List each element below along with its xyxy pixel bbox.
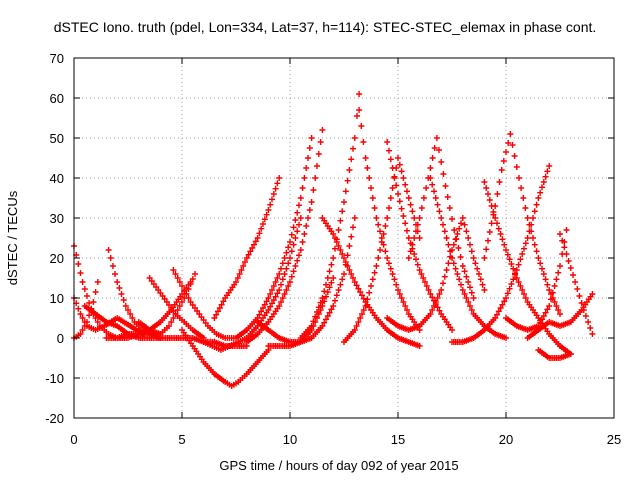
data-series-15 [243,127,326,345]
plus-markers [481,131,563,317]
x-tick-label: 5 [178,432,185,447]
plus-markers [233,135,315,341]
plus-markers [535,347,574,361]
data-series-17 [254,215,358,345]
data-series-8 [135,271,198,337]
plus-markers [297,91,363,341]
data-series-31 [524,291,596,341]
x-axis-title: GPS time / hours of day 092 of year 2015 [219,458,458,473]
data-series-24 [427,175,509,341]
plus-markers [254,215,358,345]
plus-markers [449,163,553,345]
y-tick-label: -20 [45,411,64,426]
grid-lines [74,58,614,418]
x-tick-label: 20 [499,432,513,447]
data-series-32 [535,347,574,361]
plus-markers [356,107,423,333]
data-series-9 [170,267,237,341]
plus-markers [524,291,596,341]
data-series [71,91,596,389]
y-tick-label: 70 [50,51,64,66]
plus-markers [384,139,455,333]
x-tick-label: 15 [391,432,405,447]
plus-markers [179,327,272,389]
plus-markers [427,175,509,341]
data-series-30 [557,231,596,337]
x-tick-labels: 0 5 10 15 20 25 [70,432,621,447]
y-tick-label: 60 [50,91,64,106]
plus-markers [503,227,570,333]
plus-markers [319,215,423,349]
data-series-12 [200,215,304,353]
plus-markers [135,271,198,337]
data-series-23 [405,135,477,301]
data-series-26 [449,163,553,345]
plus-markers [384,215,488,333]
y-tick-label: 10 [50,291,64,306]
data-series-18 [319,215,423,349]
plus-markers [243,127,326,345]
data-series-11 [179,327,272,389]
x-tick-label: 10 [283,432,297,447]
data-series-19 [297,91,363,341]
data-series-13 [211,175,283,321]
data-series-27 [481,131,563,317]
plus-markers [405,135,477,301]
plot-frame [73,57,615,419]
data-series-22 [384,139,455,333]
x-tick-label: 25 [607,432,621,447]
plus-markers [200,215,304,353]
data-series-20 [356,107,423,333]
y-tick-label: 20 [50,251,64,266]
plus-markers [211,175,283,321]
axis-ticks [73,57,615,419]
y-axis-title: dSTEC / TECUs [5,190,20,285]
plus-markers [170,267,237,341]
y-tick-label: 50 [50,131,64,146]
data-series-14 [233,135,315,341]
chart-title: dSTEC Iono. truth (pdel, Lon=334, Lat=37… [54,19,597,35]
data-series-25 [384,215,488,333]
y-tick-label: 40 [50,171,64,186]
data-series-29 [503,227,570,333]
plus-markers [557,231,596,337]
y-tick-labels: -20 -10 0 10 20 30 40 50 60 70 [45,51,64,426]
y-tick-label: 30 [50,211,64,226]
x-tick-label: 0 [70,432,77,447]
y-tick-label: -10 [45,371,64,386]
y-tick-label: 0 [57,331,64,346]
